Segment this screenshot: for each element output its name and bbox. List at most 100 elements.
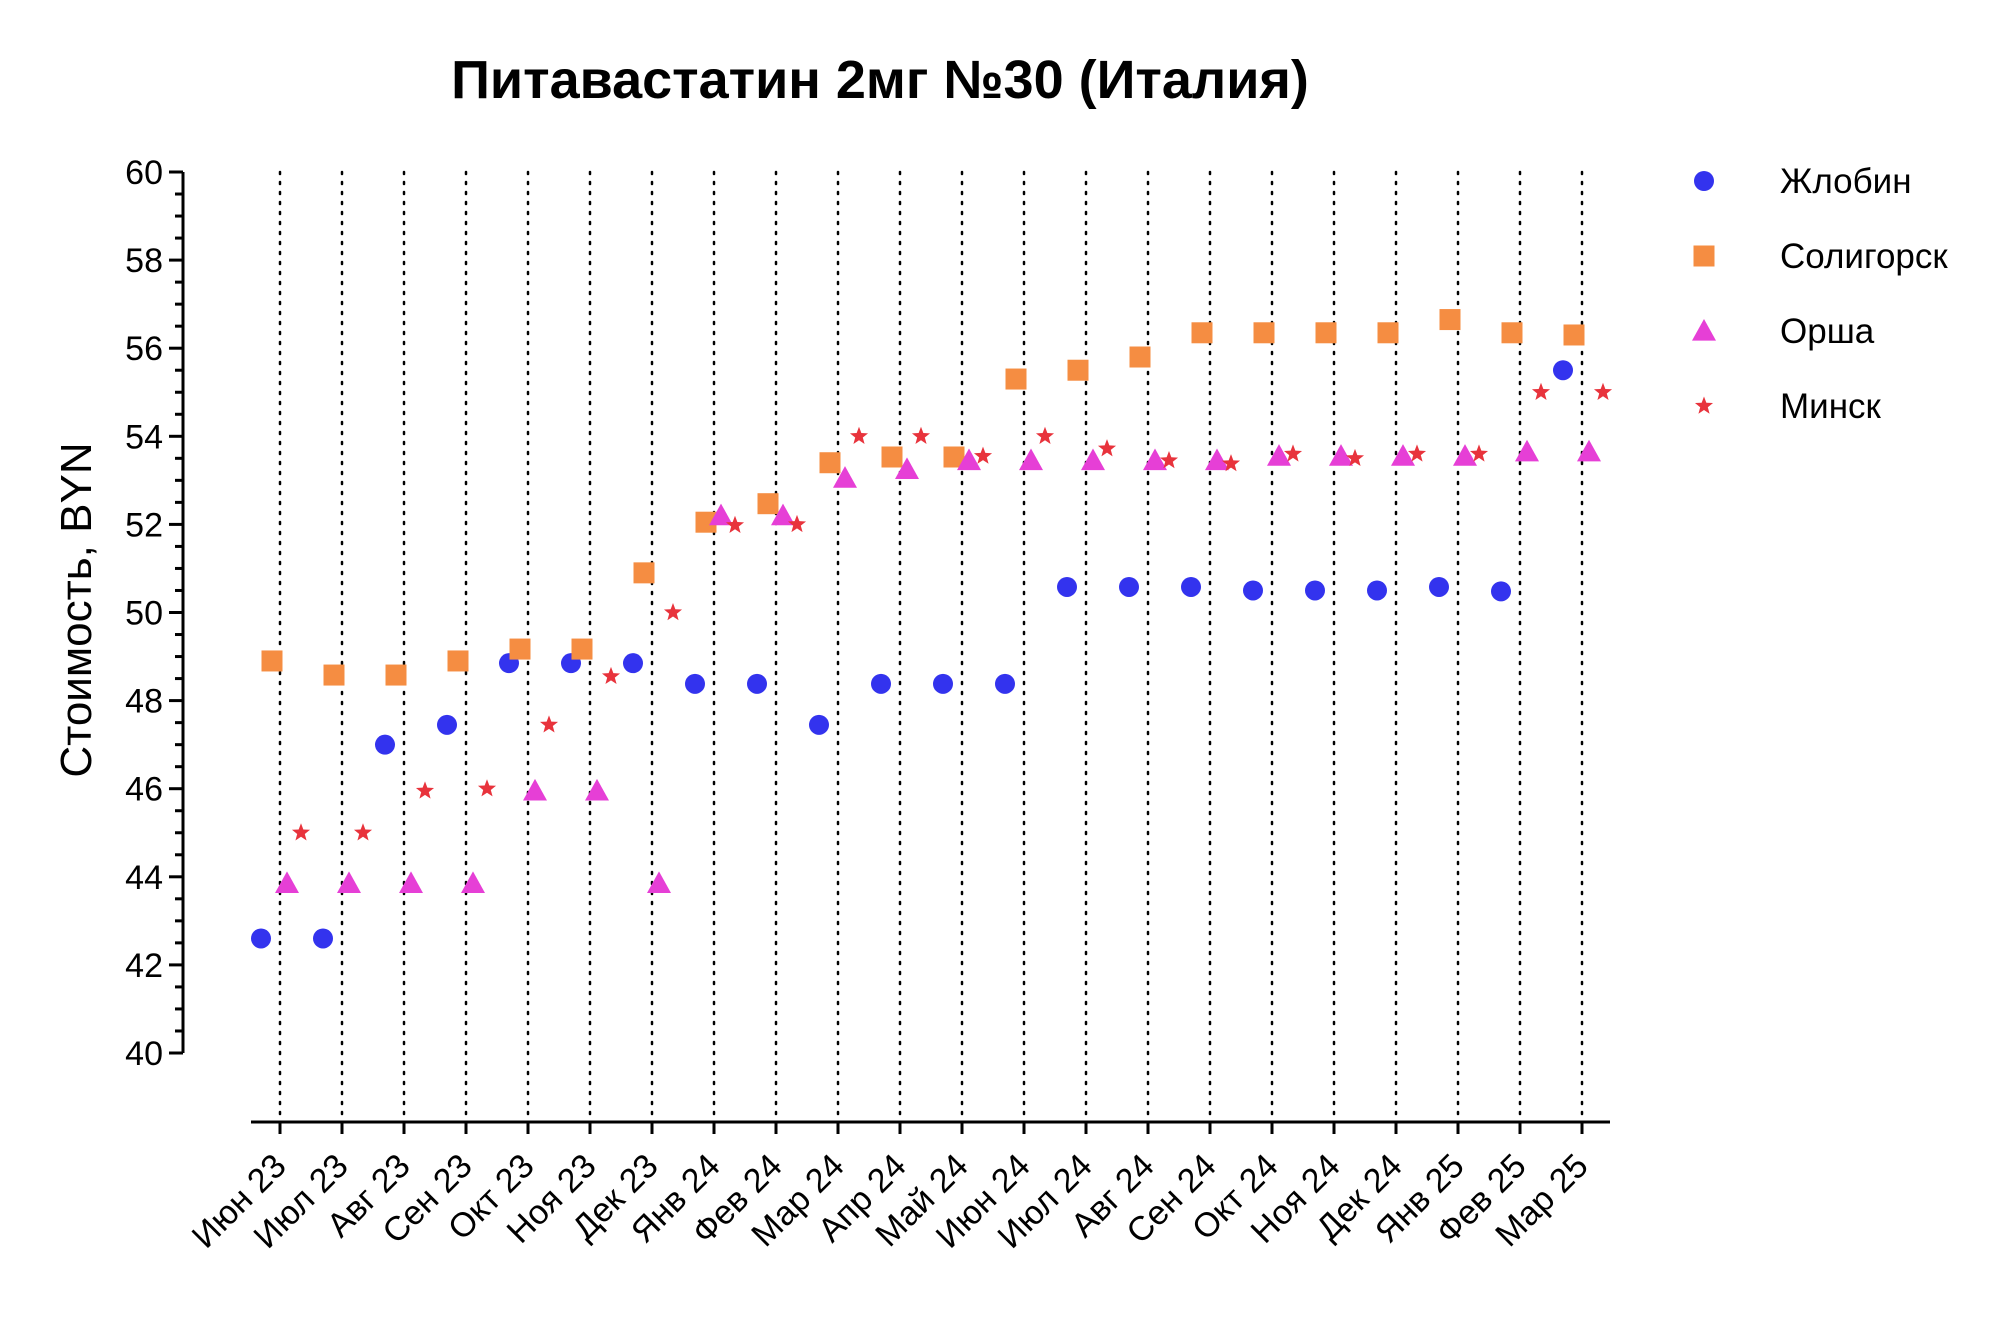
point-triangle <box>1143 448 1167 471</box>
point-circle <box>1491 581 1511 602</box>
point-triangle <box>1577 439 1601 462</box>
point-circle <box>313 928 333 949</box>
legend-item-0: Жлобин <box>1694 162 1912 201</box>
point-star <box>1221 454 1241 472</box>
point-triangle <box>1453 444 1477 466</box>
point-circle <box>1305 580 1325 601</box>
point-star <box>911 426 931 444</box>
gridlines <box>278 170 1584 1124</box>
y-tick-label: 46 <box>125 771 163 809</box>
point-star <box>353 823 373 841</box>
point-circle <box>437 714 457 735</box>
legend-marker <box>1692 319 1716 341</box>
point-square <box>1377 322 1399 344</box>
point-circle <box>1367 580 1387 601</box>
point-square <box>881 446 903 468</box>
point-star <box>477 779 497 797</box>
series-2 <box>275 439 1601 894</box>
point-triangle <box>1329 444 1353 466</box>
point-square <box>1129 346 1151 368</box>
point-star <box>1283 444 1303 462</box>
point-circle <box>809 714 829 735</box>
point-star <box>1035 426 1055 444</box>
point-square <box>1005 368 1027 390</box>
point-star <box>725 515 745 533</box>
point-star <box>1345 448 1365 467</box>
point-triangle <box>771 503 795 526</box>
point-triangle <box>1515 439 1539 462</box>
point-circle <box>871 673 891 694</box>
y-tick-label: 56 <box>125 330 163 368</box>
point-square <box>1067 359 1089 381</box>
point-triangle <box>957 448 981 471</box>
series-1 <box>261 309 1585 686</box>
point-square <box>1563 324 1585 346</box>
point-star <box>539 715 559 733</box>
point-star <box>663 603 683 621</box>
point-square <box>1315 322 1337 344</box>
legend-item-2: Орша <box>1692 312 1875 351</box>
series-3 <box>291 382 1613 841</box>
point-square <box>695 511 717 533</box>
legend-item-1: Солигорск <box>1693 237 1948 276</box>
y-tick-label: 44 <box>125 859 163 897</box>
point-circle <box>747 673 767 694</box>
point-circle <box>1181 576 1201 597</box>
data-points <box>251 309 1613 949</box>
point-star <box>1407 444 1427 462</box>
point-star <box>973 446 993 464</box>
point-triangle <box>461 871 485 894</box>
point-star <box>1469 444 1489 462</box>
point-circle <box>251 928 271 949</box>
point-star <box>1159 451 1179 469</box>
point-triangle <box>1391 444 1415 466</box>
point-star <box>1593 382 1613 400</box>
point-square <box>819 452 841 474</box>
y-tick-label: 58 <box>125 242 163 280</box>
point-star <box>1531 382 1551 400</box>
point-circle <box>995 673 1015 694</box>
point-square <box>261 650 283 672</box>
point-triangle <box>337 871 361 894</box>
point-square <box>385 664 407 686</box>
point-triangle <box>1019 448 1043 471</box>
y-tick-label: 42 <box>125 947 163 985</box>
point-circle <box>375 734 395 755</box>
point-triangle <box>1081 448 1105 471</box>
y-tick-label: 50 <box>125 595 163 633</box>
legend-label: Орша <box>1780 312 1875 351</box>
chart-title: Питавастатин 2мг №30 (Италия) <box>451 50 1309 110</box>
legend-marker <box>1694 171 1714 191</box>
y-tick-label: 52 <box>125 506 163 544</box>
point-circle <box>933 673 953 694</box>
legend-label: Солигорск <box>1780 237 1948 276</box>
point-star <box>291 823 311 841</box>
point-square <box>1253 322 1275 344</box>
point-triangle <box>523 778 547 801</box>
legend-marker <box>1693 245 1715 267</box>
y-tick-label: 60 <box>125 154 163 192</box>
point-triangle <box>399 871 423 894</box>
point-square <box>571 638 593 660</box>
legend-label: Жлобин <box>1780 162 1912 201</box>
point-triangle <box>709 503 733 526</box>
point-triangle <box>275 871 299 894</box>
point-square <box>509 638 531 660</box>
point-triangle <box>833 466 857 488</box>
point-triangle <box>585 778 609 801</box>
point-star <box>849 426 869 444</box>
legend-item-3: Минск <box>1694 387 1882 426</box>
legend: Жлобин Солигорск Орша Минск <box>1692 162 1948 426</box>
point-square <box>323 664 345 686</box>
point-triangle <box>647 871 671 894</box>
point-circle <box>1057 576 1077 597</box>
point-circle <box>1119 576 1139 597</box>
y-tick-label: 40 <box>125 1035 163 1073</box>
point-triangle <box>895 457 919 479</box>
y-axis-label: Стоимость, BYN <box>52 442 101 777</box>
point-square <box>757 493 779 515</box>
point-star <box>601 666 621 685</box>
series-0 <box>251 360 1573 949</box>
point-square <box>1191 322 1213 344</box>
